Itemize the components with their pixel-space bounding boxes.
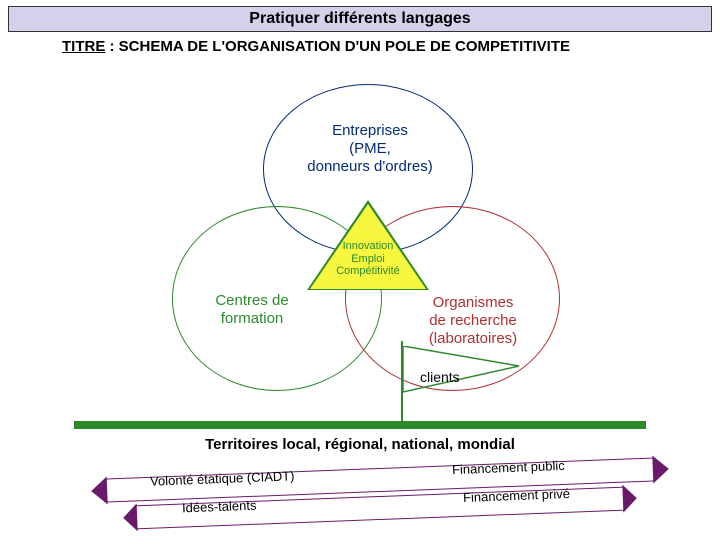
page-title: TITRE : SCHEMA DE L'ORGANISATION D'UN PO… — [62, 38, 720, 55]
header-title: Pratiquer différents langages — [249, 10, 470, 27]
header-bar: Pratiquer différents langages — [8, 6, 712, 32]
tri-l2: Emploi — [351, 253, 385, 265]
label-centres: Centres de formation — [192, 292, 312, 328]
arrow-right-head-1 — [652, 455, 669, 484]
title-underlined: TITRE — [62, 38, 105, 55]
title-rest: : SCHEMA DE L'ORGANISATION D'UN POLE DE … — [105, 38, 570, 55]
left-l1: Centres de — [215, 292, 288, 309]
tri-l3: Compétitivité — [336, 265, 400, 277]
left-l2: formation — [221, 310, 284, 327]
triangle-label: Innovation Emploi Compétitivité — [310, 240, 426, 278]
territoires-text: Territoires local, régional, national, m… — [0, 436, 720, 453]
top-l3: donneurs d'ordres) — [307, 158, 432, 175]
arrow-left-head-1 — [91, 476, 108, 505]
green-bar — [74, 421, 646, 429]
right-l3: (laboratoires) — [429, 330, 517, 347]
label-organismes: Organismes de recherche (laboratoires) — [408, 294, 538, 348]
tri-l1: Innovation — [343, 240, 394, 252]
diagram-stage: Innovation Emploi Compétitivité Entrepri… — [0, 76, 720, 546]
right-l1: Organismes — [433, 294, 514, 311]
flag-label: clients — [420, 369, 460, 385]
right-l2: de recherche — [429, 312, 517, 329]
arrow-left-head-2 — [123, 503, 138, 532]
row2-left-text: Idées-talents — [182, 498, 257, 516]
top-l1: Entreprises — [332, 122, 408, 139]
label-entreprises: Entreprises (PME, donneurs d'ordres) — [290, 122, 450, 176]
top-l2: (PME, — [349, 140, 391, 157]
arrow-right-head-2 — [622, 484, 637, 513]
